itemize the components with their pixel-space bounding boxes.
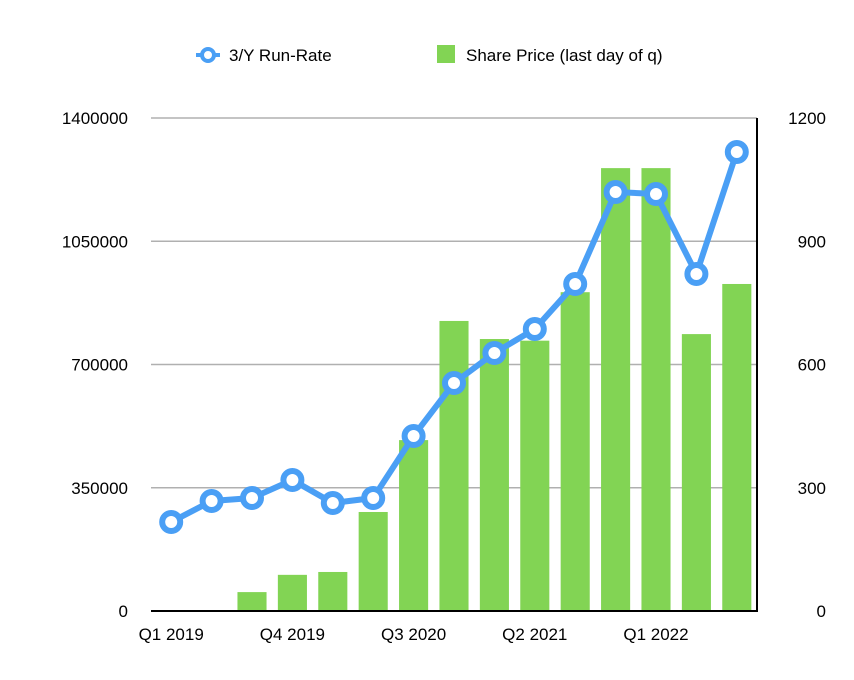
- y-left-tick-label: 1400000: [62, 109, 128, 128]
- y-right-tick-label: 0: [817, 602, 826, 621]
- point-q3-2022[interactable]: [724, 139, 749, 164]
- y-right-tick-labels: 0 300 600 900 1200: [788, 109, 826, 621]
- bar-q3-2019[interactable]: [237, 592, 267, 611]
- point-q2-2021[interactable]: [522, 317, 547, 342]
- point-q2-2019[interactable]: [199, 488, 224, 513]
- point-q1-2019[interactable]: [159, 510, 184, 535]
- legend-label-share-price: Share Price (last day of q): [466, 46, 663, 65]
- point-q3-2020[interactable]: [401, 423, 426, 448]
- point-q4-2021[interactable]: [603, 179, 628, 204]
- line-series: [159, 139, 749, 535]
- point-q1-2021[interactable]: [482, 340, 507, 365]
- bar-q3-2021[interactable]: [560, 292, 590, 611]
- y-right-tick-label: 900: [798, 232, 826, 251]
- bar-q3-2020[interactable]: [399, 440, 429, 611]
- bar-q2-2020[interactable]: [358, 511, 388, 611]
- legend: 3/Y Run-Rate Share Price (last day of q): [196, 45, 663, 65]
- legend-bar-swatch: [437, 45, 455, 63]
- point-q3-2021[interactable]: [563, 272, 588, 297]
- y-right-tick-label: 300: [798, 479, 826, 498]
- y-left-tick-label: 700000: [71, 356, 128, 375]
- point-q2-2022[interactable]: [684, 261, 709, 286]
- point-q1-2020[interactable]: [320, 490, 345, 515]
- point-q2-2020[interactable]: [361, 485, 386, 510]
- bar-q1-2022[interactable]: [641, 168, 671, 611]
- point-q1-2022[interactable]: [644, 181, 668, 206]
- bar-q2-2021[interactable]: [520, 340, 550, 611]
- bar-q4-2021[interactable]: [601, 168, 631, 611]
- point-q4-2019[interactable]: [280, 468, 305, 493]
- y-left-tick-label: 0: [119, 602, 128, 621]
- x-tick-label: Q3 2020: [381, 625, 446, 644]
- y-left-tick-label: 350000: [71, 479, 128, 498]
- bar-q4-2020[interactable]: [439, 320, 469, 611]
- bar-q4-2019[interactable]: [277, 574, 307, 611]
- x-tick-label: Q1 2019: [139, 625, 204, 644]
- point-q3-2019[interactable]: [240, 485, 264, 510]
- x-tick-label: Q1 2022: [623, 625, 688, 644]
- x-tick-label: Q4 2019: [260, 625, 325, 644]
- x-tick-labels: Q1 2019 Q4 2019 Q3 2020 Q2 2021 Q1 2022: [139, 625, 689, 644]
- legend-item-run-rate[interactable]: 3/Y Run-Rate: [196, 46, 332, 65]
- legend-marker-swatch: [200, 47, 216, 63]
- axes: [151, 118, 758, 612]
- bar-q1-2021[interactable]: [479, 339, 509, 611]
- bar-q1-2020[interactable]: [318, 571, 348, 611]
- bar-q3-2022[interactable]: [722, 283, 752, 611]
- legend-label-run-rate: 3/Y Run-Rate: [229, 46, 332, 65]
- point-q4-2020[interactable]: [442, 370, 466, 395]
- y-right-tick-label: 600: [798, 356, 826, 375]
- x-tick-label: Q2 2021: [502, 625, 567, 644]
- bar-q2-2022[interactable]: [681, 334, 711, 611]
- y-left-tick-label: 1050000: [62, 232, 128, 251]
- bar-series: [237, 168, 752, 611]
- y-left-tick-labels: 0 350000 700000 1050000 1400000: [62, 109, 128, 621]
- legend-item-share-price[interactable]: Share Price (last day of q): [437, 45, 663, 65]
- y-right-tick-label: 1200: [788, 109, 826, 128]
